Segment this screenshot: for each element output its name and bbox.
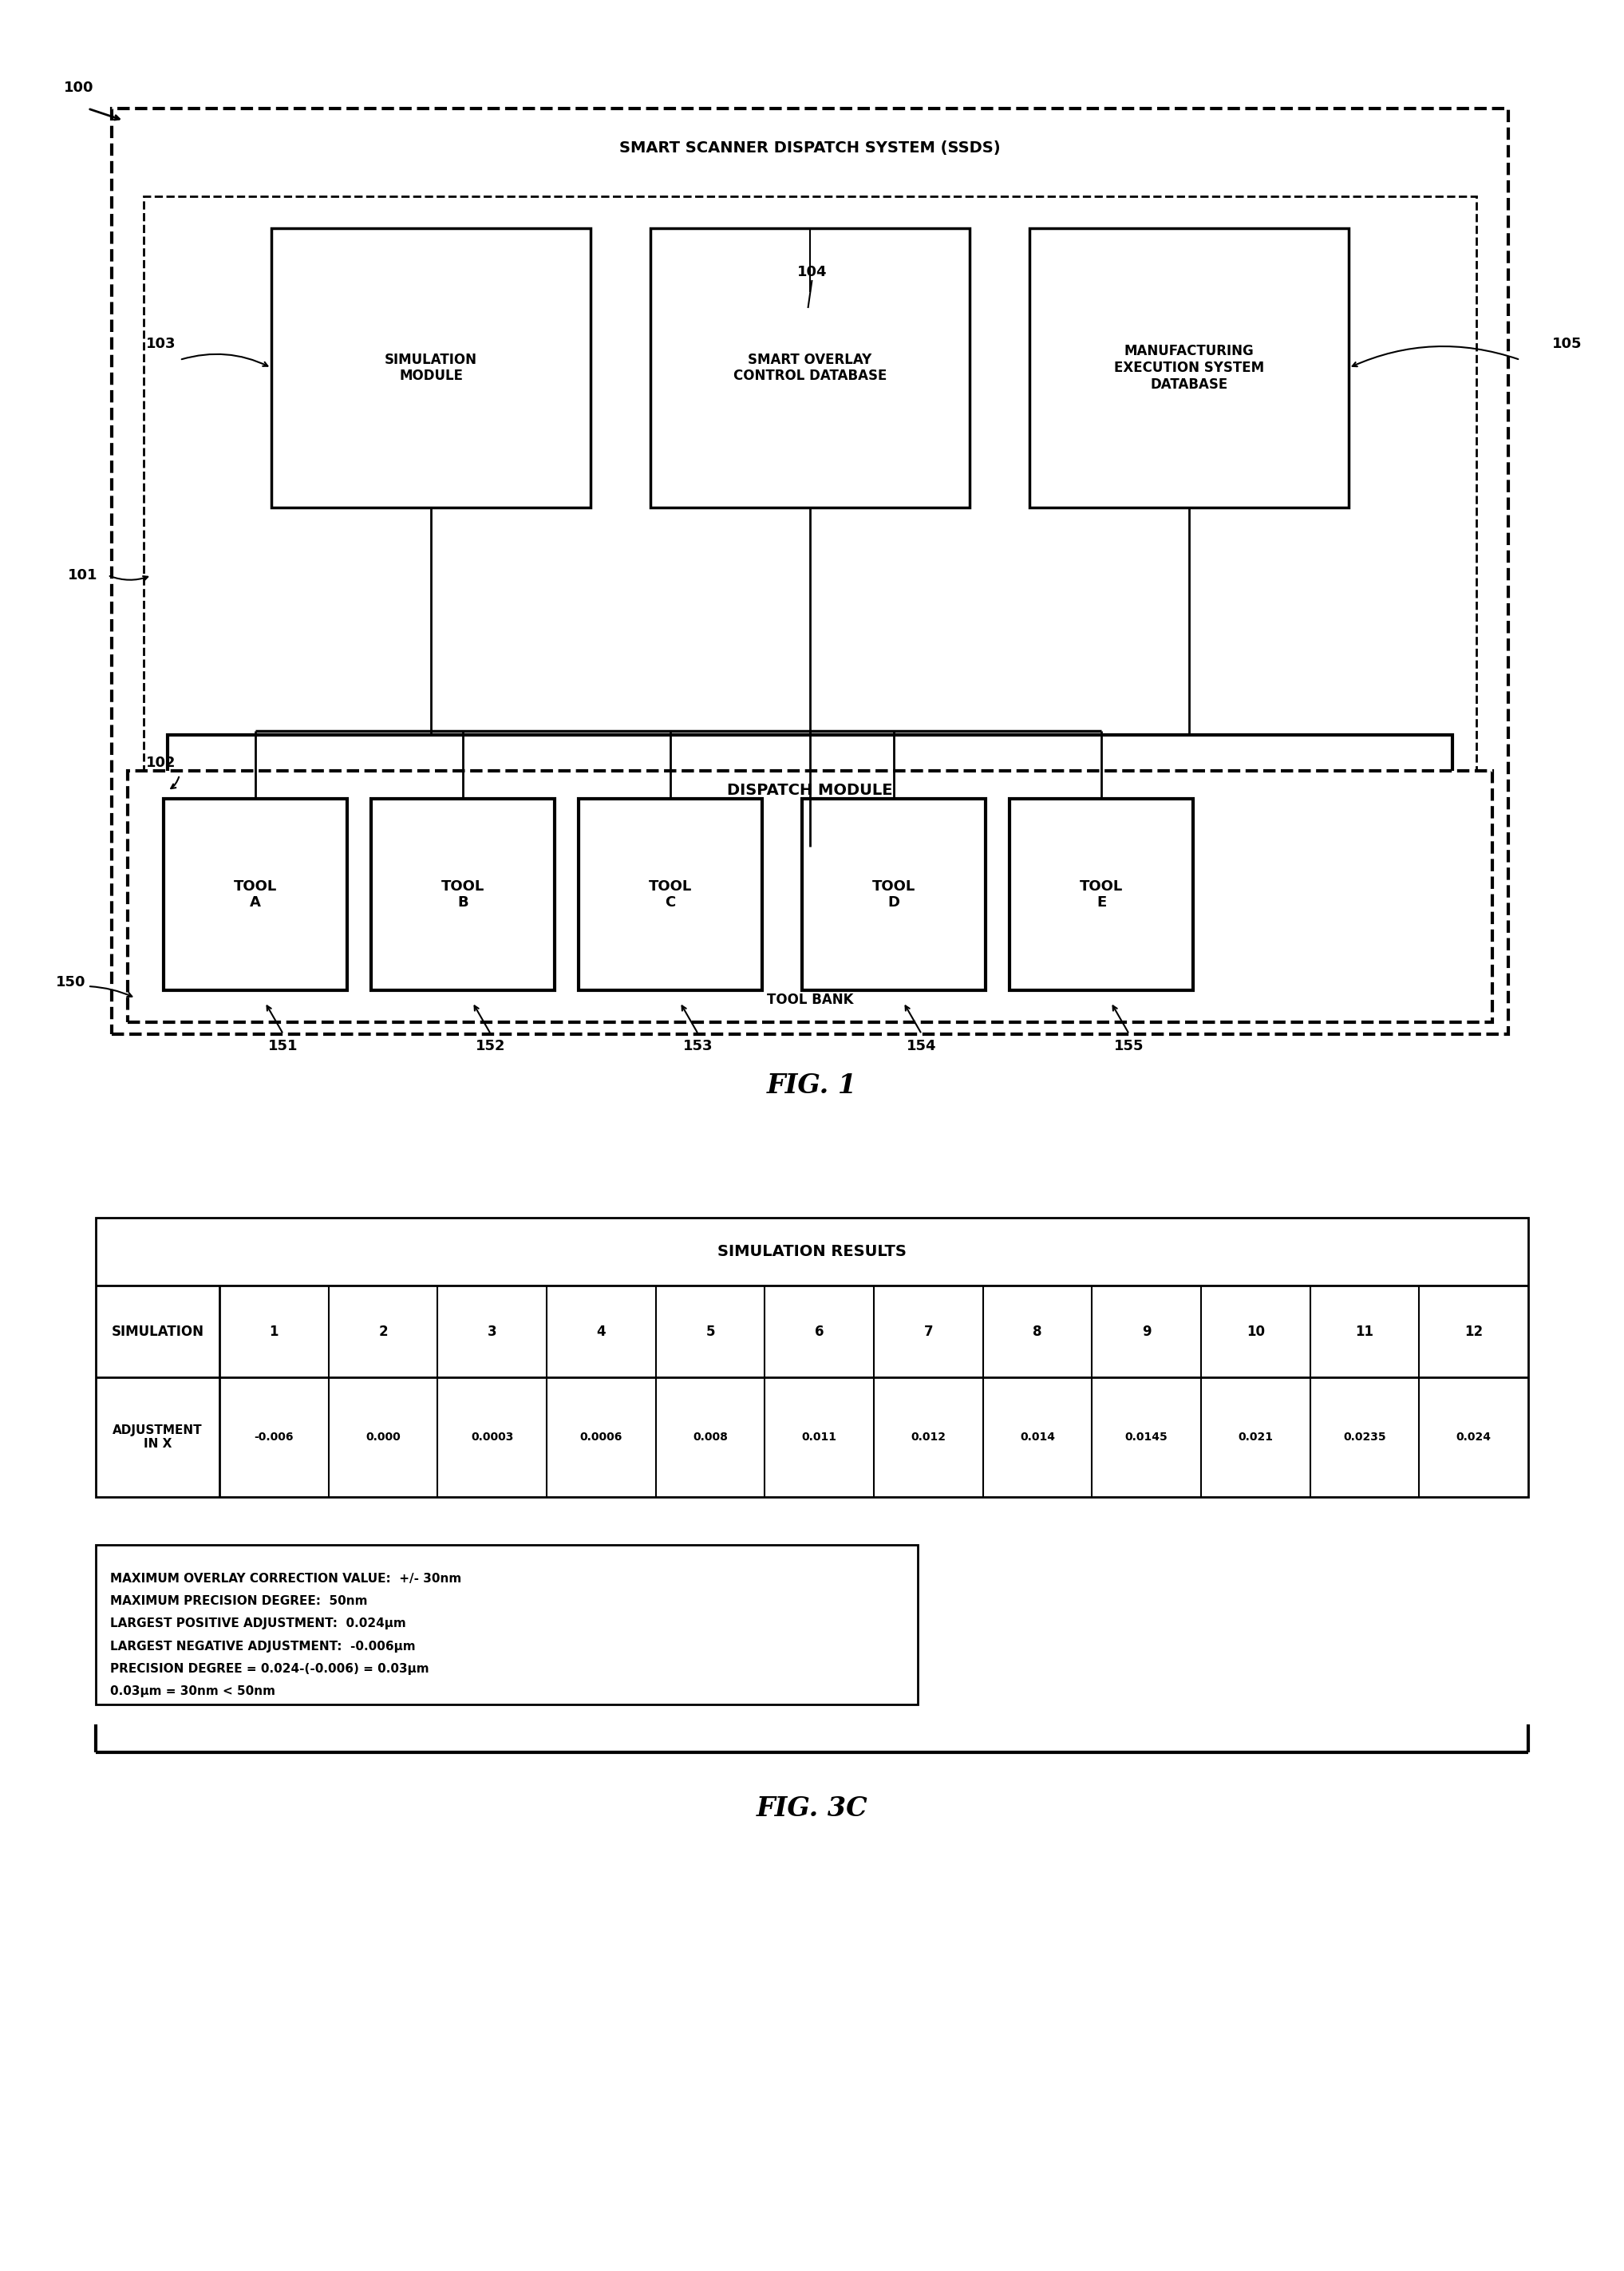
Text: TOOL
E: TOOL E (1080, 879, 1122, 911)
Text: 12: 12 (1465, 1324, 1483, 1338)
Text: 1: 1 (270, 1324, 279, 1338)
Text: 153: 153 (684, 1038, 713, 1054)
Text: 2: 2 (378, 1324, 388, 1338)
Text: MANUFACTURING
EXECUTION SYSTEM
DATABASE: MANUFACTURING EXECUTION SYSTEM DATABASE (1114, 345, 1263, 391)
Text: 8: 8 (1033, 1324, 1043, 1338)
Text: ADJUSTMENT
IN X: ADJUSTMENT IN X (112, 1424, 203, 1451)
Text: SIMULATION
MODULE: SIMULATION MODULE (385, 352, 477, 384)
Text: SMART SCANNER DISPATCH SYSTEM (SSDS): SMART SCANNER DISPATCH SYSTEM (SSDS) (619, 141, 1000, 157)
Bar (128, 770, 1492, 1022)
Text: LARGEST POSITIVE ADJUSTMENT:  0.024μm: LARGEST POSITIVE ADJUSTMENT: 0.024μm (110, 1617, 406, 1631)
Text: 0.0145: 0.0145 (1125, 1431, 1168, 1442)
Text: 151: 151 (268, 1038, 299, 1054)
Text: 0.024: 0.024 (1457, 1431, 1491, 1442)
Bar (271, 227, 591, 506)
Text: 7: 7 (924, 1324, 934, 1338)
Text: 0.012: 0.012 (911, 1431, 945, 1442)
Text: 154: 154 (906, 1038, 937, 1054)
Text: TOOL
A: TOOL A (234, 879, 278, 911)
Text: 104: 104 (797, 266, 827, 279)
Text: TOOL
D: TOOL D (872, 879, 916, 911)
Text: FIG. 3C: FIG. 3C (757, 1794, 867, 1821)
Text: 152: 152 (476, 1038, 505, 1054)
Text: 0.000: 0.000 (365, 1431, 401, 1442)
Text: LARGEST NEGATIVE ADJUSTMENT:  -0.006μm: LARGEST NEGATIVE ADJUSTMENT: -0.006μm (110, 1640, 416, 1653)
Text: 0.0235: 0.0235 (1343, 1431, 1385, 1442)
Text: 0.014: 0.014 (1020, 1431, 1056, 1442)
Bar (96, 1217, 1528, 1497)
Text: 105: 105 (1553, 336, 1582, 352)
Bar (578, 799, 762, 990)
Text: 0.021: 0.021 (1237, 1431, 1273, 1442)
Text: 0.011: 0.011 (802, 1431, 836, 1442)
Bar (143, 195, 1476, 874)
Bar (802, 799, 986, 990)
Text: 11: 11 (1356, 1324, 1374, 1338)
Text: TOOL BANK: TOOL BANK (767, 992, 853, 1006)
Text: MAXIMUM PRECISION DEGREE:  50nm: MAXIMUM PRECISION DEGREE: 50nm (110, 1594, 367, 1608)
Text: 101: 101 (68, 568, 97, 584)
Text: 0.0006: 0.0006 (580, 1431, 622, 1442)
Text: 0.03μm = 30nm < 50nm: 0.03μm = 30nm < 50nm (110, 1685, 276, 1696)
Bar (1030, 227, 1348, 506)
Text: SIMULATION RESULTS: SIMULATION RESULTS (718, 1245, 906, 1258)
Text: SMART OVERLAY
CONTROL DATABASE: SMART OVERLAY CONTROL DATABASE (734, 352, 887, 384)
Bar (167, 736, 1452, 847)
Text: PRECISION DEGREE = 0.024-(-0.006) = 0.03μm: PRECISION DEGREE = 0.024-(-0.006) = 0.03… (110, 1662, 429, 1676)
Bar (650, 227, 970, 506)
Text: TOOL
B: TOOL B (442, 879, 484, 911)
Text: 10: 10 (1246, 1324, 1265, 1338)
Text: 102: 102 (146, 756, 175, 770)
Bar (112, 109, 1509, 1033)
Text: 100: 100 (63, 79, 94, 95)
Text: 4: 4 (596, 1324, 606, 1338)
Text: DISPATCH MODULE: DISPATCH MODULE (728, 783, 893, 799)
Text: 155: 155 (1114, 1038, 1145, 1054)
Text: TOOL
C: TOOL C (648, 879, 692, 911)
Text: SIMULATION: SIMULATION (112, 1324, 205, 1338)
Text: FIG. 1: FIG. 1 (767, 1072, 857, 1099)
Text: 150: 150 (55, 974, 86, 990)
Text: 103: 103 (146, 336, 175, 352)
Bar (372, 799, 555, 990)
Text: 0.0003: 0.0003 (471, 1431, 513, 1442)
Bar (1010, 799, 1194, 990)
Text: 9: 9 (1142, 1324, 1151, 1338)
Text: 0.008: 0.008 (693, 1431, 728, 1442)
Text: 6: 6 (815, 1324, 823, 1338)
Text: -0.006: -0.006 (255, 1431, 294, 1442)
Text: 5: 5 (706, 1324, 715, 1338)
Bar (164, 799, 348, 990)
Text: MAXIMUM OVERLAY CORRECTION VALUE:  +/- 30nm: MAXIMUM OVERLAY CORRECTION VALUE: +/- 30… (110, 1572, 461, 1585)
Bar (96, 1544, 918, 1706)
Text: 3: 3 (487, 1324, 497, 1338)
